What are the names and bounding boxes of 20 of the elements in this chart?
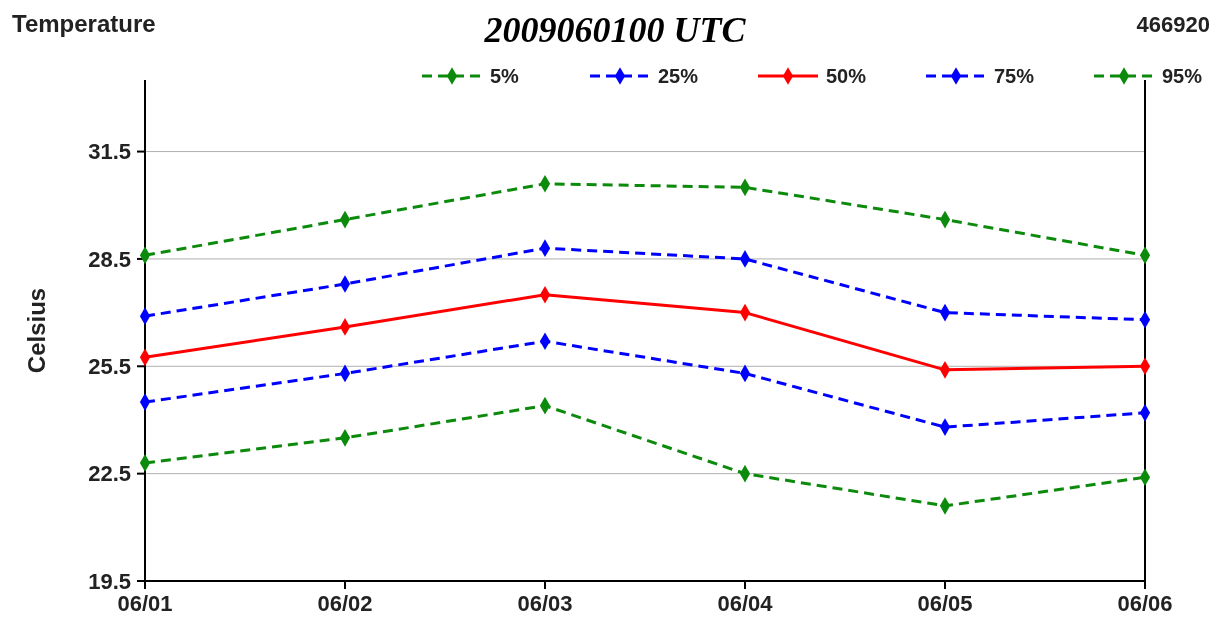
x-tick-label: 06/06 (1117, 591, 1173, 616)
y-tick-label: 31.5 (88, 139, 131, 165)
x-tick-label: 06/04 (717, 591, 774, 616)
chart-title: 2009060100 UTC (483, 10, 747, 50)
legend-label: 5% (490, 65, 520, 87)
x-tick-label: 06/03 (517, 591, 573, 616)
y-axis-title: Celsius (23, 287, 50, 374)
x-tick-label: 06/02 (317, 591, 373, 616)
legend-label: 50% (826, 65, 867, 87)
legend-label: 95% (1162, 65, 1203, 87)
y-tick-label: 25.5 (88, 353, 131, 379)
legend-label: 25% (658, 65, 699, 87)
text: Temperature (12, 10, 156, 37)
text: 466920 (1136, 12, 1210, 37)
y-tick-label: 28.5 (88, 246, 131, 272)
x-tick-label: 06/01 (117, 591, 173, 616)
y-tick-label: 19.5 (88, 568, 131, 594)
x-tick-label: 06/05 (917, 591, 973, 616)
y-tick-label: 22.5 (88, 461, 131, 487)
legend-label: 75% (994, 65, 1035, 87)
